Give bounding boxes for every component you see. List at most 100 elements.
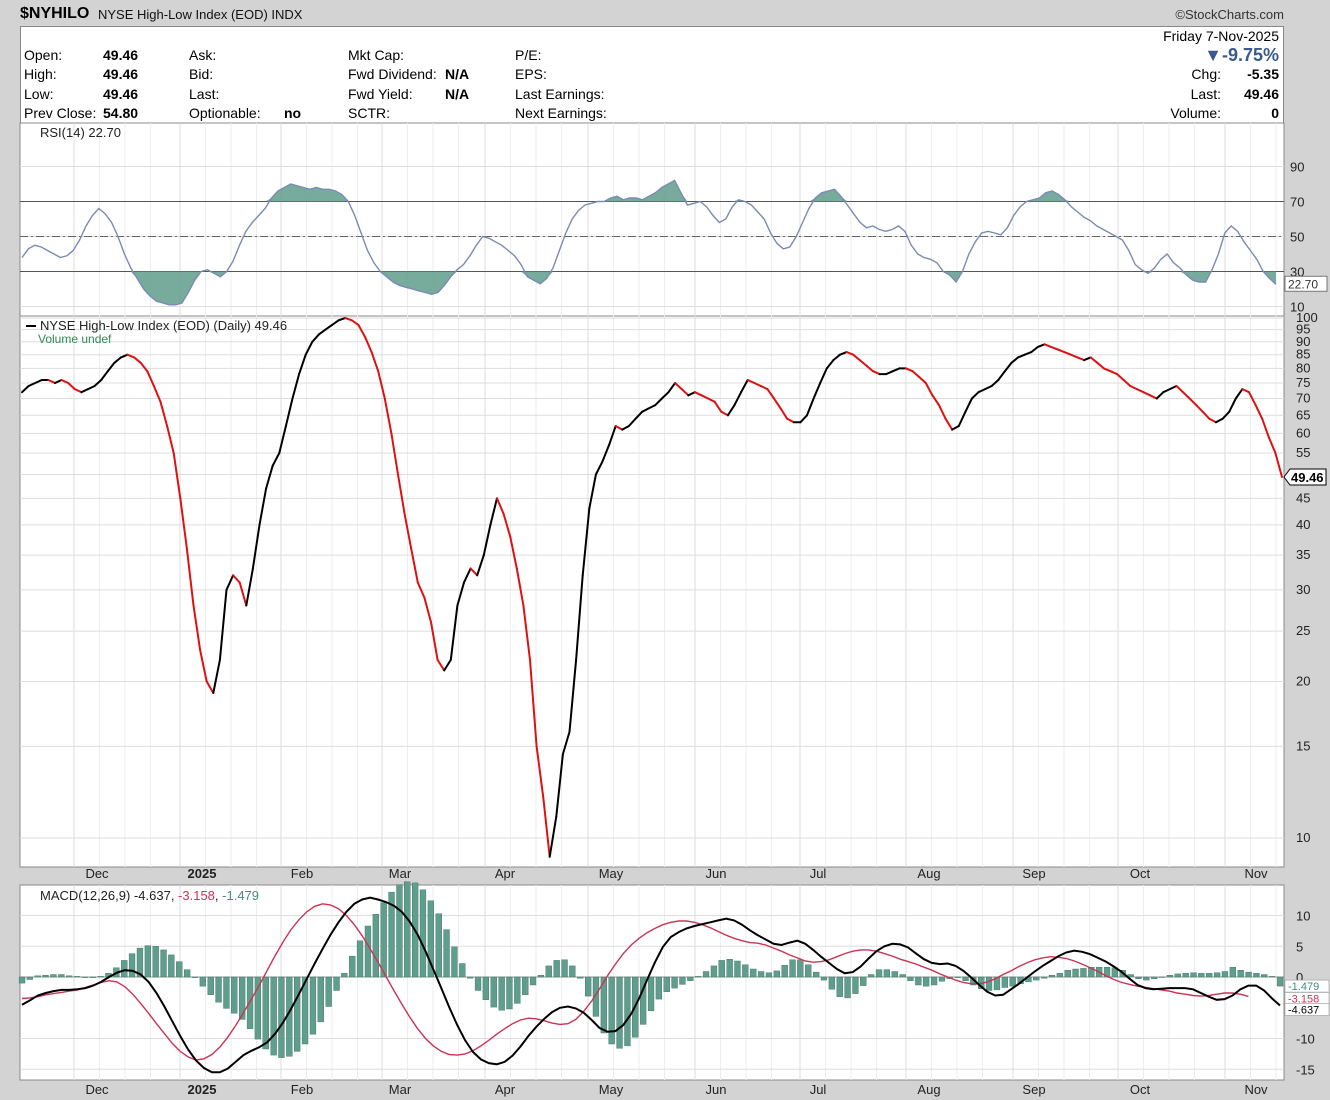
- macd-histogram-bar: [923, 976, 930, 987]
- macd-histogram-bar: [183, 969, 191, 978]
- price-segment: [251, 523, 261, 570]
- price-segment: [984, 385, 993, 391]
- price-segment: [740, 379, 749, 394]
- price-segment: [113, 356, 122, 364]
- price-segment: [311, 333, 320, 343]
- macd-histogram-bar: [144, 945, 151, 978]
- price-segment: [423, 596, 432, 624]
- macd-histogram-bar: [404, 881, 411, 978]
- price-segment: [1201, 410, 1211, 420]
- high-value: 49.46: [103, 66, 139, 82]
- macd-histogram-bar: [624, 976, 631, 1047]
- price-segment: [872, 370, 881, 376]
- macd-histogram-bar: [734, 960, 741, 978]
- ticker-symbol[interactable]: $NYHILO: [20, 5, 90, 22]
- macd-histogram-bar: [1190, 972, 1197, 978]
- price-segment: [680, 388, 690, 397]
- price-segment: [403, 512, 413, 550]
- price-segment: [964, 397, 973, 413]
- macd-histogram-bar: [176, 961, 183, 978]
- macd-last-box: [1284, 979, 1330, 993]
- price-segment: [766, 388, 775, 400]
- price-segment: [331, 319, 340, 326]
- price-segment: [126, 353, 136, 359]
- x-axis-label: Jun: [706, 1082, 727, 1097]
- price-tick-label: 60: [1296, 425, 1310, 440]
- macd-histogram-bar: [1206, 973, 1213, 978]
- series: [18, 179, 1284, 1074]
- price-segment: [548, 815, 558, 858]
- macd-histogram-bar: [1221, 971, 1229, 978]
- price-segment: [561, 730, 571, 756]
- macd-histogram-bar: [671, 976, 678, 989]
- macd-histogram-bar: [231, 976, 238, 1014]
- price-title: NYSE High-Low Index (EOD) (Daily) 49.46: [40, 318, 287, 333]
- chart-labels: RSI(14) 22.70 NYSE High-Low Index (EOD) …: [26, 125, 1330, 1097]
- macd-histogram-bar: [962, 976, 969, 981]
- rsi-last-label: 22.70: [1288, 277, 1318, 291]
- eps-label: EPS:: [515, 66, 547, 82]
- macd-histogram-bar: [1080, 968, 1087, 978]
- price-segment: [1228, 397, 1237, 413]
- macd-histogram-bar: [1229, 967, 1237, 978]
- quote-date: Friday 7-Nov-2025: [1163, 28, 1279, 44]
- price-segment: [80, 388, 89, 394]
- price-segment: [1036, 343, 1046, 348]
- high-label: High:: [24, 66, 57, 82]
- price-segment: [27, 382, 37, 387]
- price-tick-label: 70: [1296, 391, 1310, 406]
- macd-histogram-bar: [1151, 976, 1158, 979]
- price-tick-label: 30: [1296, 582, 1310, 597]
- macd-histogram-bar: [1088, 967, 1095, 978]
- macd-histogram-bar: [419, 889, 427, 978]
- macd-histogram-bar: [372, 914, 379, 978]
- price-segment: [430, 621, 439, 661]
- brand-name: StockCharts.com: [1185, 7, 1284, 22]
- price-segment: [449, 604, 459, 661]
- fwd-dividend-value: N/A: [445, 66, 470, 82]
- macd-histogram-bar: [938, 976, 946, 982]
- price-segment: [575, 574, 584, 661]
- price-segment: [258, 487, 268, 526]
- macd-histogram-bar: [1198, 973, 1205, 978]
- macd-histogram-bar: [168, 954, 175, 978]
- price-segment: [298, 353, 307, 376]
- price-segment: [515, 567, 525, 607]
- price-segment: [990, 379, 1000, 387]
- price-segment: [693, 391, 703, 397]
- fwd-yield-value: N/A: [445, 86, 470, 102]
- price-segment: [1096, 361, 1105, 370]
- price-segment: [707, 397, 716, 403]
- macd-histogram-bar: [81, 976, 89, 978]
- x-axis-label: May: [599, 866, 624, 881]
- macd-histogram-bar: [820, 976, 828, 981]
- price-segment: [383, 397, 393, 435]
- price-segment: [588, 473, 597, 510]
- macd-histogram-bar: [514, 976, 521, 1004]
- open-label: Open:: [24, 47, 63, 63]
- macd-histogram-bar: [1064, 970, 1071, 978]
- macd-signal-line: [21, 903, 1249, 1061]
- macd-histogram-bar: [702, 971, 710, 978]
- price-segment: [377, 370, 386, 400]
- macd-histogram-bar: [380, 902, 387, 978]
- macd-last-label: -4.637: [1288, 1005, 1319, 1017]
- price-segment: [357, 323, 366, 338]
- price-segment: [317, 328, 327, 336]
- price-segment: [700, 394, 710, 400]
- macd-histogram-bar: [765, 972, 773, 978]
- price-segment: [522, 604, 531, 661]
- macd-histogram-bar: [490, 976, 497, 1008]
- price-segment: [1135, 388, 1145, 394]
- price-tick-label: 65: [1296, 407, 1310, 422]
- price-segment: [601, 443, 611, 463]
- price-tick-label: 55: [1296, 445, 1310, 460]
- macd-tick-label: 0: [1296, 970, 1303, 985]
- price-segment: [469, 567, 479, 577]
- macd-histogram-bar: [396, 884, 403, 978]
- price-tick-label: 100: [1296, 310, 1318, 325]
- last2-value: 49.46: [1243, 86, 1279, 102]
- price-segment: [918, 376, 927, 384]
- fwd-yield-label: Fwd Yield:: [348, 86, 413, 102]
- price-tick-label: 15: [1296, 738, 1310, 753]
